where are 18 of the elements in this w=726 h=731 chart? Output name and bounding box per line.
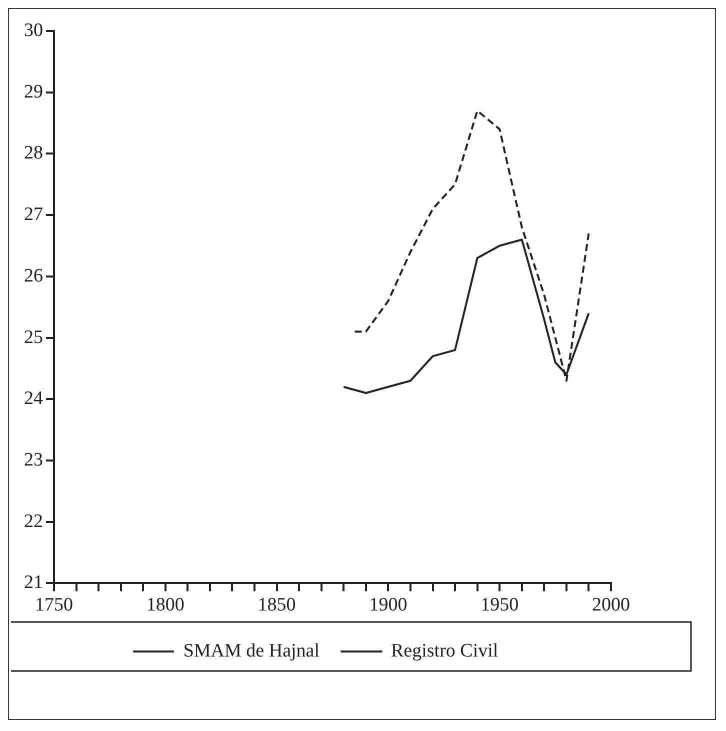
legend-label: Registro Civil [391,640,498,662]
y-tick-label: 27 [24,204,43,226]
y-tick-label: 25 [24,326,43,348]
x-tick-label: 2000 [592,594,630,616]
y-tick-label: 22 [24,510,43,532]
x-tick-label: 1950 [480,594,519,616]
y-tick-label: 23 [24,449,43,470]
x-tick-label: 1900 [369,594,408,616]
y-tick-label: 29 [24,81,43,102]
y-tick-label: 30 [24,20,43,41]
x-tick-label: 1800 [146,594,184,616]
x-tick-label: 1750 [35,594,73,616]
legend-label: SMAM de Hajnal [183,640,320,662]
y-tick-label: 21 [24,572,43,594]
y-tick-label: 26 [24,265,43,286]
y-tick-label: 28 [24,142,43,164]
y-tick-label: 24 [24,388,44,410]
x-tick-label: 1850 [258,594,296,616]
